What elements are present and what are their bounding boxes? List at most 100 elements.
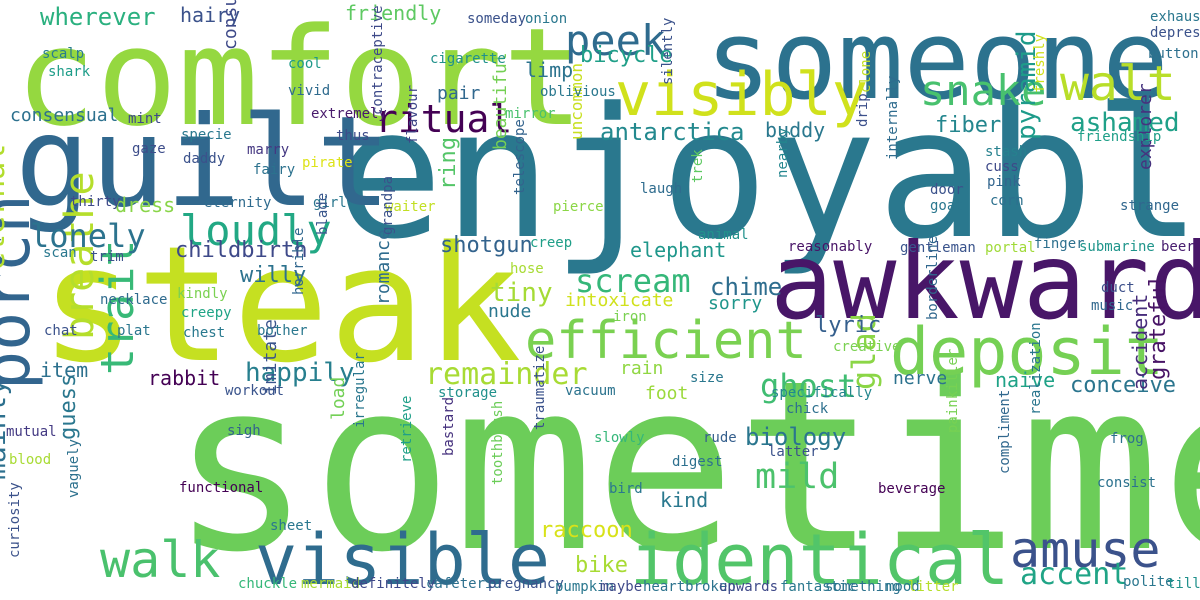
word: storage <box>438 385 498 401</box>
word: ghost <box>760 367 857 405</box>
word: tiny <box>490 278 553 308</box>
word: pink <box>987 174 1021 190</box>
word: polite <box>1123 574 1174 590</box>
word: button <box>1148 46 1199 62</box>
word: buddy <box>765 118 826 142</box>
word: mutual <box>6 424 57 440</box>
word: elephant <box>630 238 727 262</box>
word: foot <box>645 383 689 404</box>
word: lyric <box>815 313 882 338</box>
word: daddy <box>183 151 226 167</box>
word: guilt <box>15 90 392 235</box>
word: identical <box>630 519 1010 600</box>
word: extremely <box>311 106 387 122</box>
word: litter <box>908 579 959 595</box>
word: nerve <box>893 368 948 389</box>
word: pumpkin <box>555 579 615 595</box>
word: sheet <box>270 518 313 534</box>
word: curiosity <box>7 482 23 558</box>
word: latter <box>768 444 819 460</box>
word: remainder <box>425 357 588 392</box>
word: dress <box>115 193 176 217</box>
word: bike <box>575 553 628 578</box>
word: chat <box>44 323 78 339</box>
word: vaguely <box>66 438 82 498</box>
word: accent <box>1020 557 1129 592</box>
word: vacuum <box>565 383 616 399</box>
word: scan <box>43 245 77 261</box>
word: frog <box>1110 431 1144 447</box>
word: irregular <box>352 352 368 428</box>
word: pair <box>437 83 481 104</box>
word: creative <box>833 339 901 355</box>
word: scream <box>575 262 691 300</box>
word: efficient <box>525 311 807 371</box>
word: consume <box>220 0 241 50</box>
word: deposit <box>890 315 1164 390</box>
word: enjoyable <box>335 70 1200 279</box>
word: ring <box>436 137 461 190</box>
word: beverage <box>878 481 946 497</box>
word: comfort <box>15 0 584 156</box>
word: biology <box>745 423 847 451</box>
word: scalp <box>42 46 85 62</box>
word: happily <box>245 358 355 388</box>
word: rain <box>620 358 664 379</box>
word: realization <box>1028 322 1044 415</box>
word: laugh <box>640 181 683 197</box>
word: marry <box>247 142 290 158</box>
word: bastard <box>441 396 457 456</box>
word: corn <box>990 193 1024 209</box>
word: pierce <box>553 199 604 215</box>
word: horrible <box>291 227 307 295</box>
word: raccoon <box>540 518 633 543</box>
word: kind <box>660 488 709 512</box>
word: maybe <box>600 579 643 595</box>
word: limp <box>525 58 574 82</box>
word: workout <box>225 383 285 399</box>
word: shotgun <box>440 233 533 258</box>
word: blood <box>9 452 52 468</box>
word: peek <box>565 16 667 65</box>
word: mint <box>128 111 162 127</box>
word: load <box>328 376 349 420</box>
word: sigh <box>227 423 261 439</box>
word: painkiller <box>945 348 961 433</box>
word: willy <box>240 263 307 288</box>
word: specie <box>181 127 232 143</box>
word: friendship <box>1077 129 1162 145</box>
word: toothbrush <box>490 400 506 485</box>
word: drip <box>855 93 871 127</box>
word: plat <box>117 323 151 339</box>
word: ashamed <box>1070 108 1180 138</box>
word: definitely <box>351 576 436 592</box>
word: bird <box>609 481 643 497</box>
word: fairy <box>253 162 296 178</box>
word: explorer <box>1135 83 1156 170</box>
word: door <box>930 182 964 198</box>
word: animal <box>698 227 749 243</box>
word: rabbit <box>148 366 221 390</box>
word: eternity <box>204 195 272 211</box>
word: silently <box>660 17 676 85</box>
word: chest <box>183 325 226 341</box>
word: borderline <box>925 235 941 320</box>
word: fiber <box>935 113 1002 138</box>
word: amuse <box>1010 521 1161 579</box>
word: ritual <box>375 97 513 141</box>
word: loudly <box>180 206 332 255</box>
word: pregnancy <box>488 576 564 592</box>
word: conceive <box>1070 373 1176 398</box>
word: reasonably <box>788 239 873 255</box>
word: mermaid <box>301 576 361 592</box>
word: mild <box>755 457 840 497</box>
word: flavour <box>405 84 421 144</box>
word: item <box>40 358 89 382</box>
word: consensual <box>10 105 119 126</box>
word: chuckle <box>238 576 298 592</box>
word: strange <box>1120 198 1180 214</box>
word: hose <box>510 261 544 277</box>
word: telescope <box>512 119 528 195</box>
word: till <box>1167 576 1200 592</box>
